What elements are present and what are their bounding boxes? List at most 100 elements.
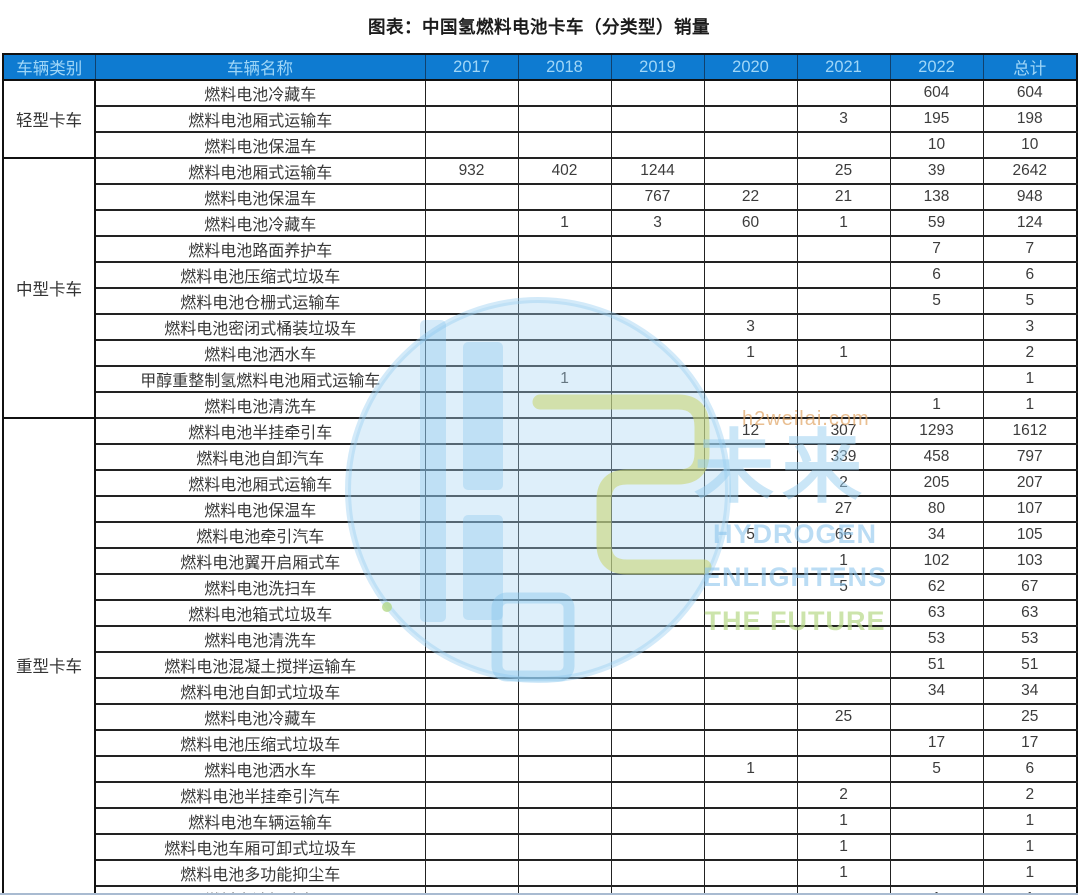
value-cell: 6 (982, 756, 1078, 783)
vehicle-name-cell: 燃料电池清洗车 (94, 626, 426, 653)
value-cell (517, 444, 612, 471)
table-row: 燃料电池厢式运输车 2 205 207 (3, 470, 1078, 497)
category-cell: 轻型卡车 (2, 79, 96, 159)
value-cell (610, 522, 705, 549)
vehicle-name-cell: 燃料电池洒水车 (94, 756, 426, 783)
value-cell (517, 106, 612, 133)
table-row: 燃料电池车厢可卸式垃圾车 1 1 (3, 834, 1078, 861)
value-cell (703, 548, 798, 575)
value-cell (610, 106, 705, 133)
value-cell: 3 (703, 314, 798, 341)
value-cell (610, 470, 705, 497)
value-cell (610, 626, 705, 653)
vehicle-name-cell: 燃料电池清洗车 (94, 392, 426, 419)
value-cell (610, 756, 705, 783)
value-cell (424, 704, 519, 731)
value-cell (424, 366, 519, 393)
value-cell (796, 314, 891, 341)
vehicle-name-cell: 燃料电池路面养护车 (94, 236, 426, 263)
value-cell (610, 652, 705, 679)
value-cell: 102 (889, 548, 984, 575)
value-cell: 34 (889, 678, 984, 705)
header-cell: 2018 (517, 54, 612, 81)
value-cell: 6 (889, 262, 984, 289)
value-cell: 80 (889, 496, 984, 523)
value-cell (796, 600, 891, 627)
value-cell (796, 652, 891, 679)
value-cell (517, 834, 612, 861)
value-cell: 1 (796, 860, 891, 887)
value-cell: 25 (796, 704, 891, 731)
table-row: 燃料电池压缩式垃圾车 6 6 (3, 262, 1078, 289)
value-cell: 5 (703, 522, 798, 549)
value-cell (703, 288, 798, 315)
header-cell: 2020 (703, 54, 798, 81)
value-cell (610, 288, 705, 315)
value-cell: 1 (517, 366, 612, 393)
value-cell: 27 (796, 496, 891, 523)
value-cell (610, 444, 705, 471)
value-cell (517, 730, 612, 757)
value-cell (517, 340, 612, 367)
value-cell (703, 262, 798, 289)
vehicle-name-cell: 燃料电池压缩式垃圾车 (94, 730, 426, 757)
value-cell: 604 (982, 79, 1078, 107)
value-cell (703, 600, 798, 627)
category-cell: 重型卡车 (2, 417, 96, 895)
value-cell (517, 626, 612, 653)
value-cell (424, 470, 519, 497)
value-cell (796, 366, 891, 393)
header-cell: 2019 (610, 54, 705, 81)
table-row: 重型卡车 燃料电池半挂牵引车 12 307 1293 1612 (2, 417, 1078, 895)
value-cell: 53 (982, 626, 1078, 653)
vehicle-name-cell: 燃料电池冷藏车 (94, 704, 426, 731)
vehicle-name-cell: 燃料电池洗扫车 (94, 574, 426, 601)
value-cell (610, 600, 705, 627)
table-row: 燃料电池箱式垃圾车 63 63 (3, 600, 1078, 627)
vehicle-name-cell: 燃料电池半挂牵引汽车 (94, 782, 426, 809)
value-cell: 6 (982, 262, 1078, 289)
header-cell: 车辆名称 (94, 54, 426, 81)
value-cell (889, 314, 984, 341)
value-cell: 17 (982, 730, 1078, 757)
value-cell: 1 (982, 834, 1078, 861)
table-row: 燃料电池清洗车 1 1 (3, 392, 1078, 419)
table-row: 轻型卡车 燃料电池冷藏车 604 604 (2, 79, 1078, 159)
vehicle-name-cell: 燃料电池冷藏车 (94, 210, 426, 237)
value-cell: 1 (982, 808, 1078, 835)
value-cell: 932 (424, 157, 519, 185)
value-cell (796, 288, 891, 315)
vehicle-name-cell: 燃料电池保温车 (94, 184, 426, 211)
value-cell (517, 548, 612, 575)
value-cell (610, 132, 705, 159)
value-cell (517, 678, 612, 705)
value-cell (424, 184, 519, 211)
value-cell: 1 (982, 860, 1078, 887)
value-cell: 103 (982, 548, 1078, 575)
value-cell (517, 470, 612, 497)
value-cell (703, 392, 798, 419)
value-cell: 1612 (982, 417, 1078, 445)
vehicle-name-cell: 燃料电池牵引汽车 (94, 522, 426, 549)
value-cell: 7 (889, 236, 984, 263)
value-cell: 195 (889, 106, 984, 133)
value-cell (424, 652, 519, 679)
value-cell (424, 262, 519, 289)
value-cell (517, 808, 612, 835)
value-cell (424, 496, 519, 523)
value-cell (517, 496, 612, 523)
header-cell: 2021 (796, 54, 891, 81)
vehicle-name-cell: 燃料电池保温车 (94, 496, 426, 523)
value-cell (610, 417, 705, 445)
value-cell (517, 652, 612, 679)
value-cell: 1 (796, 340, 891, 367)
table-row: 燃料电池洒水车 1 5 6 (3, 756, 1078, 783)
value-cell (424, 79, 519, 107)
table-row: 燃料电池厢式运输车 3 195 198 (3, 106, 1078, 133)
value-cell: 767 (610, 184, 705, 211)
value-cell (796, 262, 891, 289)
value-cell: 307 (796, 417, 891, 445)
table-row: 燃料电池保温车 27 80 107 (3, 496, 1078, 523)
header-cell: 车辆类别 (2, 54, 96, 81)
value-cell (889, 834, 984, 861)
